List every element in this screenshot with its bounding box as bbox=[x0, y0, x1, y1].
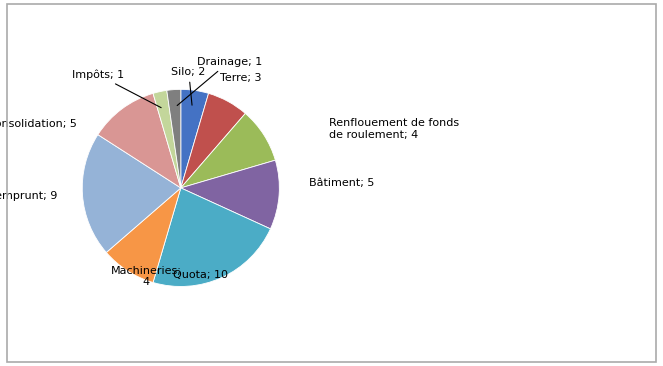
Text: Drainage; 1: Drainage; 1 bbox=[177, 57, 262, 105]
Wedge shape bbox=[82, 135, 181, 253]
Text: Quota; 10: Quota; 10 bbox=[173, 270, 228, 280]
Wedge shape bbox=[153, 90, 181, 188]
Wedge shape bbox=[106, 188, 181, 283]
Wedge shape bbox=[167, 89, 181, 188]
Wedge shape bbox=[181, 89, 209, 188]
Text: Renflouement de fonds
de roulement; 4: Renflouement de fonds de roulement; 4 bbox=[329, 118, 459, 139]
Text: Terre; 3: Terre; 3 bbox=[220, 72, 262, 83]
Text: Silo; 2: Silo; 2 bbox=[172, 67, 206, 105]
Wedge shape bbox=[181, 160, 279, 229]
Text: Impôts; 1: Impôts; 1 bbox=[72, 69, 161, 108]
Text: Consolidation; 5: Consolidation; 5 bbox=[0, 119, 78, 129]
Wedge shape bbox=[181, 113, 275, 188]
Text: Bâtiment; 5: Bâtiment; 5 bbox=[309, 178, 375, 188]
Wedge shape bbox=[181, 93, 245, 188]
Wedge shape bbox=[153, 188, 271, 287]
Text: Machineries;
4: Machineries; 4 bbox=[111, 266, 182, 287]
Text: Frais d’emprunt; 9: Frais d’emprunt; 9 bbox=[0, 191, 58, 201]
Wedge shape bbox=[98, 93, 181, 188]
